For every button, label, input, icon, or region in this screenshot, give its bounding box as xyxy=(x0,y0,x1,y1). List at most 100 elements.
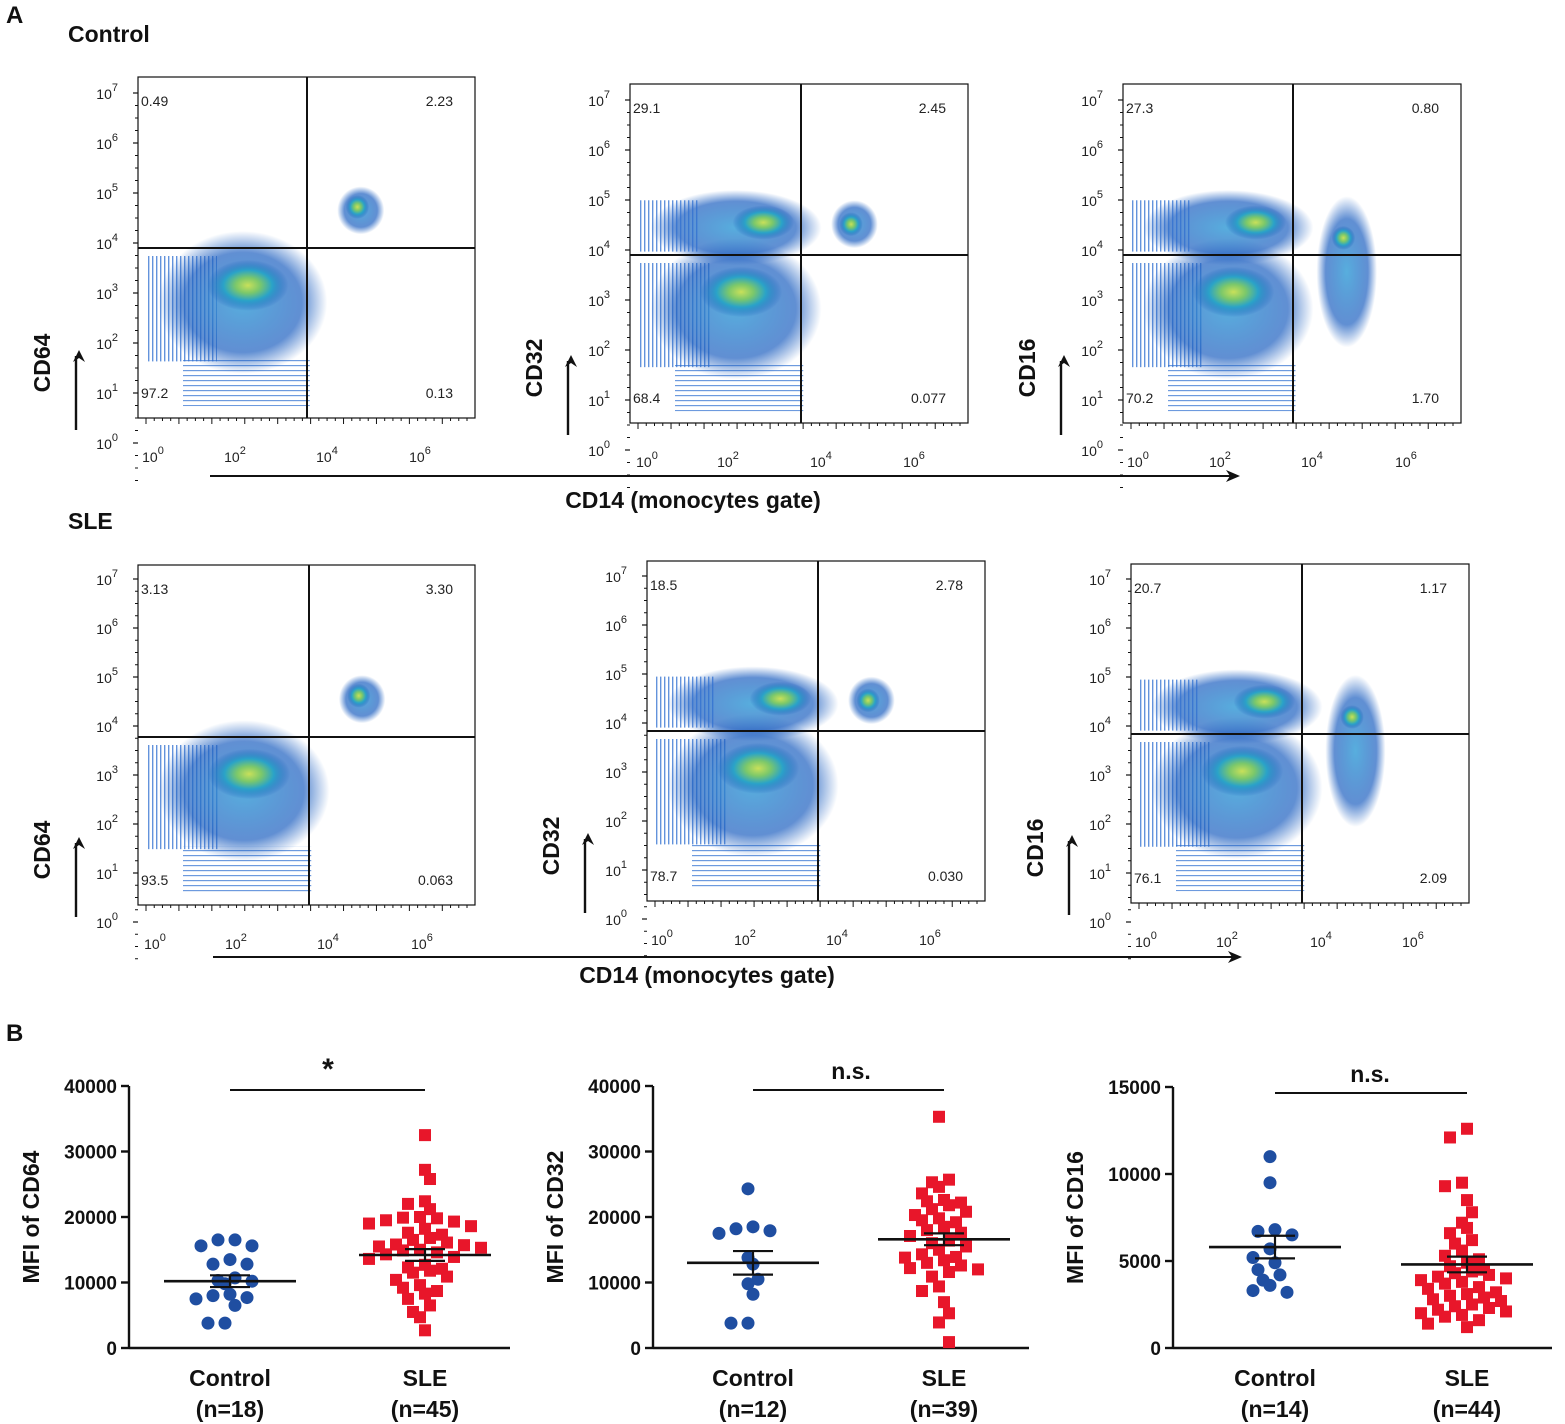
data-point xyxy=(206,1257,220,1271)
density-core xyxy=(1201,745,1284,797)
density-core xyxy=(700,266,783,318)
y-tick-label: 105 xyxy=(96,182,118,202)
y-axis-marker-label: CD64 xyxy=(29,333,55,392)
x-tick-label: 102 xyxy=(1209,450,1231,470)
x-tick-label: 104 xyxy=(810,450,832,470)
data-point xyxy=(1422,1317,1434,1330)
group-label-control: Control xyxy=(68,21,150,47)
category-n-label: (n=45) xyxy=(391,1396,459,1422)
data-point xyxy=(206,1289,220,1303)
data-point xyxy=(938,1220,950,1233)
density-core xyxy=(207,259,289,311)
quadrant-value-ll: 70.2 xyxy=(1126,390,1153,406)
y-tick-label: 105 xyxy=(96,666,118,686)
data-point xyxy=(211,1233,225,1247)
data-point xyxy=(240,1291,254,1305)
y-tick-label: 105 xyxy=(1089,666,1111,686)
y-tick-label: 40000 xyxy=(64,1077,117,1098)
x-tick-label: 100 xyxy=(144,932,166,952)
data-point xyxy=(1444,1289,1456,1302)
data-point xyxy=(475,1241,487,1254)
y-tick-label: 104 xyxy=(96,715,118,735)
category-label: Control xyxy=(189,1365,271,1391)
y-tick-label: 30000 xyxy=(64,1143,117,1164)
y-tick-label: 107 xyxy=(96,82,118,102)
data-point xyxy=(424,1299,436,1312)
panel-letter-a: A xyxy=(6,2,24,29)
x-tick-label: 100 xyxy=(1127,450,1149,470)
quadrant-value-lr: 0.063 xyxy=(418,872,453,888)
data-point xyxy=(397,1244,409,1257)
data-point xyxy=(223,1287,237,1301)
y-tick-label: 100 xyxy=(1081,439,1103,459)
data-point xyxy=(741,1277,755,1291)
density-cloud xyxy=(1139,669,1386,892)
data-point xyxy=(955,1259,967,1272)
x-tick-label: 100 xyxy=(1135,930,1157,950)
series-control: Control (n=18) xyxy=(164,1233,296,1422)
quadrant-value-ll: 68.4 xyxy=(633,390,660,406)
density-cloud xyxy=(146,675,386,894)
quadrant-value-ul: 27.3 xyxy=(1126,100,1153,116)
y-tick-label: 107 xyxy=(96,568,118,588)
data-point xyxy=(751,1272,765,1286)
y-tick-label: 0 xyxy=(1150,1339,1161,1360)
data-point xyxy=(943,1234,955,1247)
data-point xyxy=(926,1203,938,1216)
y-tick-label: 103 xyxy=(1081,289,1103,309)
y-tick-label: 103 xyxy=(605,761,627,781)
x-tick-label: 102 xyxy=(717,450,739,470)
y-tick-label: 103 xyxy=(588,289,610,309)
y-tick-label: 100 xyxy=(1089,911,1111,931)
data-point xyxy=(1427,1293,1439,1306)
data-point xyxy=(424,1231,436,1244)
density-core xyxy=(732,205,795,240)
data-point xyxy=(916,1285,928,1298)
density-stripes xyxy=(655,676,715,728)
y-tick-label: 101 xyxy=(96,862,118,882)
data-point xyxy=(1478,1291,1490,1304)
density-region xyxy=(1316,196,1377,348)
data-point xyxy=(960,1240,972,1253)
density-core xyxy=(839,212,863,237)
data-point xyxy=(933,1243,945,1256)
data-point xyxy=(741,1182,755,1196)
y-tick-label: 102 xyxy=(1089,813,1111,833)
data-point xyxy=(1456,1244,1468,1257)
x-tick-label: 100 xyxy=(651,928,673,948)
density-core xyxy=(749,681,812,716)
x-tick-label: 106 xyxy=(919,928,941,948)
y-tick-label: 104 xyxy=(1081,239,1103,259)
plot-frame xyxy=(629,83,969,424)
y-tick-label: 106 xyxy=(588,139,610,159)
quadrant-value-ul: 3.13 xyxy=(141,581,168,597)
category-label: SLE xyxy=(1445,1365,1490,1391)
x-tick-label: 102 xyxy=(734,928,756,948)
data-point xyxy=(441,1270,453,1283)
data-point xyxy=(402,1197,414,1210)
density-core xyxy=(1331,225,1356,250)
x-tick-label: 104 xyxy=(316,445,338,465)
data-point xyxy=(1251,1263,1265,1277)
dotplot-cd16: 0 5000 10000 15000 MFI of CD16 n.s. Control (n=… xyxy=(1062,1061,1552,1422)
data-point xyxy=(955,1196,967,1209)
y-axis-marker-label: CD16 xyxy=(1022,819,1048,878)
data-point xyxy=(1444,1227,1456,1240)
density-stripes xyxy=(1131,200,1191,252)
y-axis-title: MFI of CD32 xyxy=(542,1151,568,1284)
data-point xyxy=(1439,1277,1451,1290)
data-point xyxy=(1439,1180,1451,1193)
data-point xyxy=(240,1257,254,1271)
y-tick-label: 102 xyxy=(1081,339,1103,359)
density-core xyxy=(1192,266,1275,318)
series-control: Control (n=14) xyxy=(1209,1150,1341,1422)
data-point xyxy=(1461,1194,1473,1207)
quadrant-value-ur: 1.17 xyxy=(1420,580,1447,596)
y-tick-label: 104 xyxy=(96,232,118,252)
flow-plot-sle-cd16: 20.7 1.17 76.1 2.09 107 106 105 104 103 102 101 100… xyxy=(1022,563,1470,960)
flow-row-control: 0.49 2.23 97.2 0.13 107 106 105 104 103 102 101 100… xyxy=(29,76,1462,513)
data-point xyxy=(397,1211,409,1224)
data-point xyxy=(414,1211,426,1223)
data-point xyxy=(201,1316,215,1330)
data-point xyxy=(933,1180,945,1193)
